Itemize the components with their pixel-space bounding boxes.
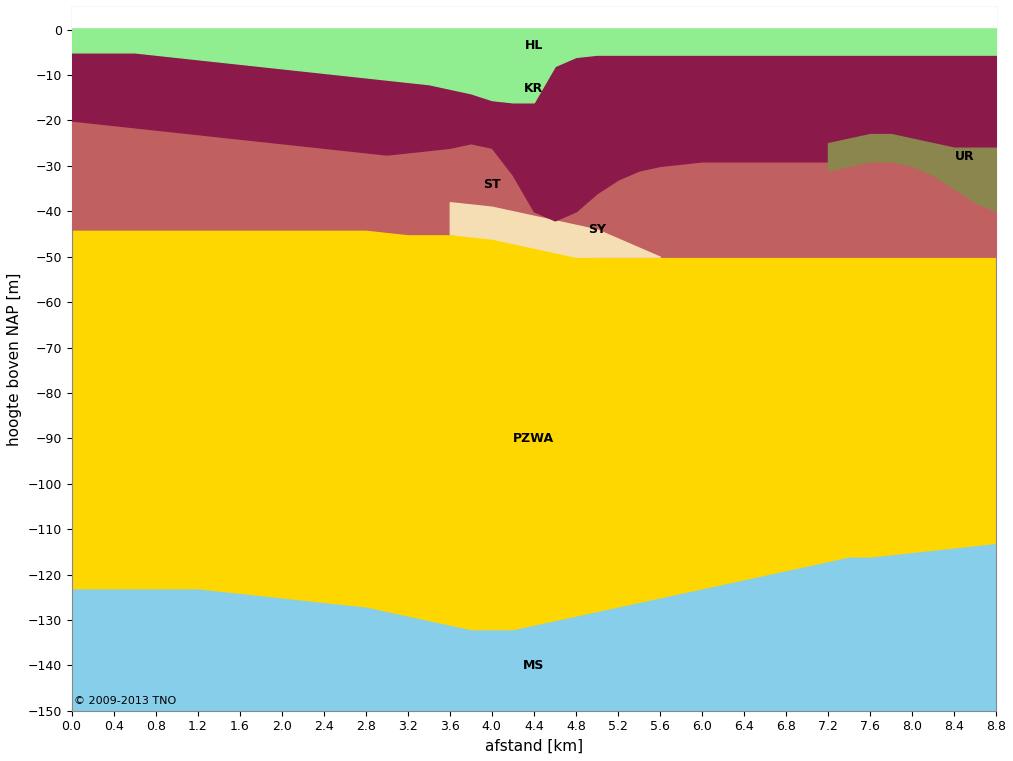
Y-axis label: hoogte boven NAP [m]: hoogte boven NAP [m] (7, 272, 22, 445)
Text: UR: UR (954, 150, 975, 164)
Text: PZWA: PZWA (514, 431, 554, 445)
Text: © 2009-2013 TNO: © 2009-2013 TNO (74, 696, 176, 706)
Text: HL: HL (525, 39, 543, 52)
X-axis label: afstand [km]: afstand [km] (485, 739, 582, 754)
Text: MS: MS (523, 659, 545, 672)
Text: SY: SY (588, 223, 606, 236)
Text: KR: KR (524, 82, 543, 95)
Text: ST: ST (483, 177, 500, 190)
